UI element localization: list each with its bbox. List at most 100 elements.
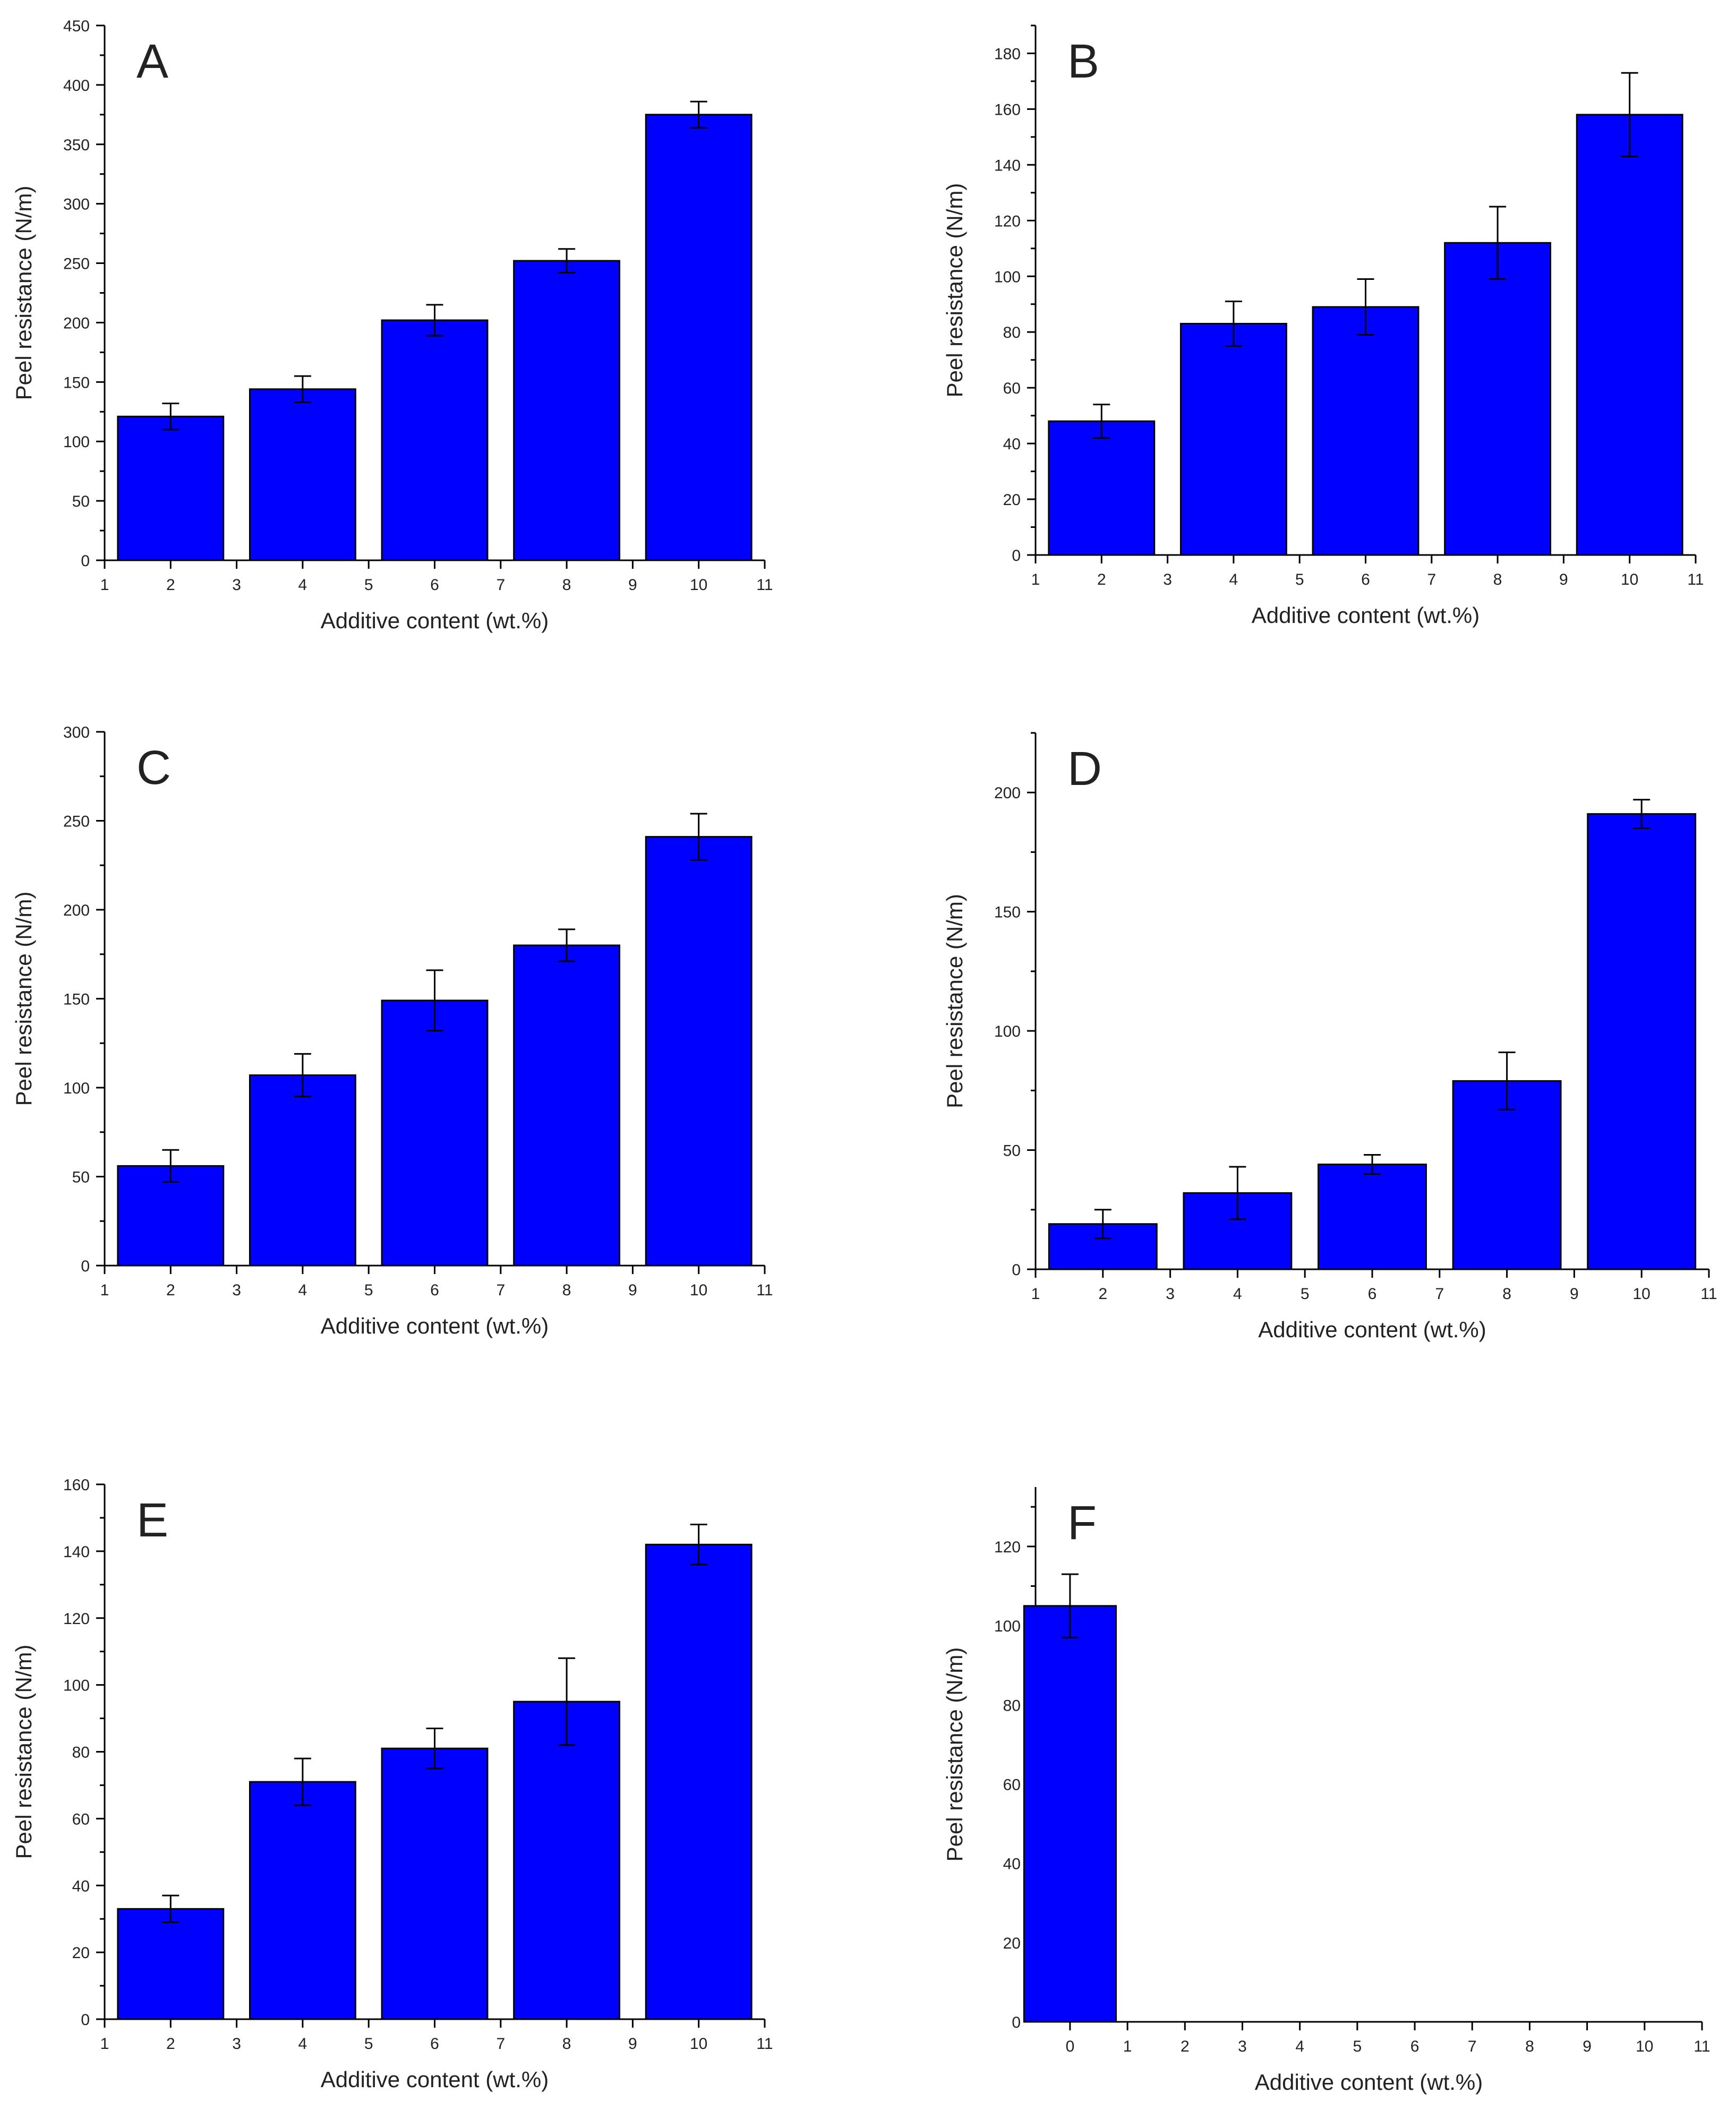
- bar: [1312, 306, 1419, 556]
- bar: [513, 1701, 621, 2020]
- x-tick-label: 2: [1181, 2038, 1190, 2055]
- x-axis-title: Additive content (wt.%): [321, 608, 549, 633]
- error-bar: [1498, 1052, 1516, 1110]
- y-tick-label: 200: [994, 784, 1021, 802]
- bar: [117, 415, 225, 561]
- y-tick-label: 100: [63, 1080, 90, 1097]
- x-tick-label: 11: [756, 576, 773, 594]
- y-tick-label: 100: [994, 1618, 1021, 1635]
- y-tick-label: 140: [63, 1543, 90, 1561]
- y-tick-label: 0: [81, 552, 90, 570]
- error-bar: [426, 304, 443, 337]
- bar: [513, 260, 621, 561]
- y-tick-label: 50: [1003, 1142, 1021, 1160]
- x-tick-label: 1: [1123, 2038, 1132, 2055]
- bar: [1444, 242, 1552, 556]
- y-axis-title: Peel resistance (N/m): [942, 1647, 967, 1862]
- y-tick-label: 80: [1003, 1697, 1021, 1714]
- x-tick-label: 8: [562, 1282, 571, 1299]
- error-bar: [1357, 278, 1374, 336]
- y-tick-label: 100: [994, 1023, 1021, 1040]
- y-tick-label: 80: [72, 1744, 90, 1762]
- x-tick-label: 7: [1468, 2038, 1477, 2055]
- x-tick-label: 8: [562, 576, 571, 594]
- x-tick-label: 7: [496, 1282, 505, 1299]
- x-tick-label: 4: [1295, 2038, 1304, 2055]
- bar: [513, 944, 621, 1267]
- x-tick-label: 11: [1687, 571, 1704, 588]
- x-tick-label: 3: [232, 576, 241, 594]
- y-tick-label: 40: [72, 1877, 90, 1895]
- x-tick-label: 7: [496, 2035, 505, 2053]
- y-tick-label: 20: [1003, 1935, 1021, 1952]
- y-axis-title: Peel resistance (N/m): [942, 894, 967, 1108]
- x-tick-label: 6: [1368, 1285, 1377, 1303]
- x-tick-label: 9: [628, 2035, 637, 2053]
- y-tick-label: 60: [72, 1810, 90, 1828]
- x-tick-label: 1: [1031, 571, 1040, 588]
- chart-panel-b: 0 20 40 60 80 100 120 140 160 180 1 2 3 4 5 6 7 8 9 10 11 B Ad…: [942, 24, 1704, 628]
- y-axis-title: Peel resistance (N/m): [11, 1645, 36, 1859]
- error-bar: [1633, 799, 1651, 830]
- x-tick-label: 6: [430, 1282, 439, 1299]
- x-tick-label: 7: [1427, 571, 1436, 588]
- x-tick-label: 10: [690, 2035, 707, 2053]
- y-tick-label: 150: [63, 991, 90, 1009]
- chart-panel-e: 0 20 40 60 80 100 120 140 160 1 2 3 4 5 6 7 8 9 10 11 E Addit…: [11, 1476, 773, 2092]
- x-tick-label: 6: [430, 2035, 439, 2053]
- x-tick-label: 11: [756, 1282, 773, 1299]
- x-tick-label: 5: [1301, 1285, 1310, 1303]
- y-tick-label: 0: [1012, 2014, 1021, 2031]
- y-tick-label: 40: [1003, 435, 1021, 453]
- error-bar: [162, 1149, 179, 1183]
- error-bar: [1364, 1154, 1381, 1175]
- bar: [117, 1908, 225, 2020]
- x-tick-label: 6: [430, 576, 439, 594]
- error-bar: [294, 1757, 311, 1806]
- chart-panel-f: 0 20 40 60 80 100 120 0 1 2 3 4 5 6 7 8 9 10 11 F Additive c…: [942, 1487, 1711, 2095]
- x-tick-label: 5: [364, 1282, 373, 1299]
- x-tick-label: 5: [364, 576, 373, 594]
- x-tick-label: 5: [1295, 571, 1304, 588]
- error-bar: [294, 1053, 311, 1098]
- panel-letter: E: [136, 1494, 168, 1547]
- x-tick-label: 4: [298, 1282, 307, 1299]
- bar: [1179, 322, 1287, 556]
- y-tick-label: 0: [81, 1258, 90, 1275]
- y-tick-label: 100: [63, 433, 90, 451]
- error-bar: [558, 928, 576, 962]
- x-tick-label: 5: [364, 2035, 373, 2053]
- error-bar: [1489, 206, 1507, 280]
- x-tick-label: 1: [100, 576, 109, 594]
- y-tick-label: 250: [63, 813, 90, 831]
- y-tick-label: 450: [63, 18, 90, 35]
- y-tick-label: 100: [63, 1677, 90, 1695]
- bar: [645, 114, 752, 561]
- x-tick-label: 2: [166, 1282, 175, 1299]
- y-tick-label: 300: [63, 196, 90, 213]
- bar: [381, 1747, 489, 2020]
- x-tick-label: 1: [100, 2035, 109, 2053]
- y-tick-label: 0: [81, 2011, 90, 2029]
- error-bar: [558, 1657, 576, 1746]
- bar: [1048, 420, 1156, 556]
- y-tick-label: 160: [63, 1476, 90, 1494]
- x-axis-title: Additive content (wt.%): [1252, 603, 1480, 628]
- y-axis-title: Peel resistance (N/m): [11, 892, 36, 1106]
- x-tick-label: 3: [1166, 1285, 1175, 1303]
- error-bar: [162, 1894, 179, 1923]
- x-tick-label: 10: [1621, 571, 1638, 588]
- bar: [249, 388, 356, 561]
- bar: [1587, 813, 1697, 1270]
- bar: [249, 1074, 356, 1267]
- x-axis-title: Additive content (wt.%): [1255, 2070, 1483, 2095]
- x-tick-label: 6: [1361, 571, 1370, 588]
- x-tick-label: 11: [1700, 1285, 1717, 1303]
- x-tick-label: 7: [496, 576, 505, 594]
- bar: [1183, 1192, 1293, 1270]
- x-tick-label: 4: [298, 2035, 307, 2053]
- y-tick-label: 120: [63, 1610, 90, 1628]
- x-axis-title: Additive content (wt.%): [321, 2067, 549, 2092]
- y-tick-label: 50: [72, 493, 90, 510]
- x-tick-label: 2: [1098, 1285, 1107, 1303]
